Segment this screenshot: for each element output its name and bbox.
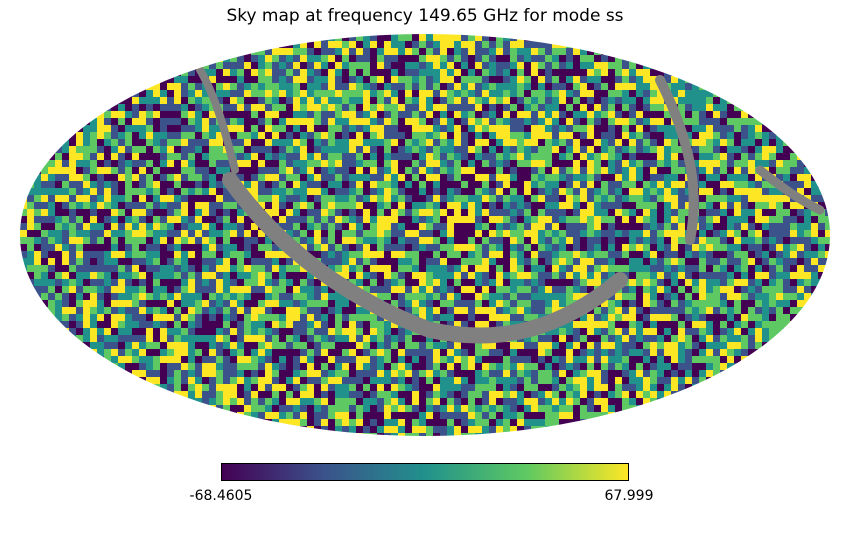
colorbar: [221, 463, 629, 481]
colorbar-max-label: 67.999: [604, 488, 654, 504]
mollweide-map-svg: [20, 34, 830, 436]
map-pixels: [20, 34, 830, 436]
map-title: Sky map at frequency 149.65 GHz for mode…: [226, 6, 624, 26]
sky-map: [20, 34, 830, 436]
colorbar-min-label: -68.4605: [189, 488, 253, 504]
masked-region: [196, 66, 825, 344]
